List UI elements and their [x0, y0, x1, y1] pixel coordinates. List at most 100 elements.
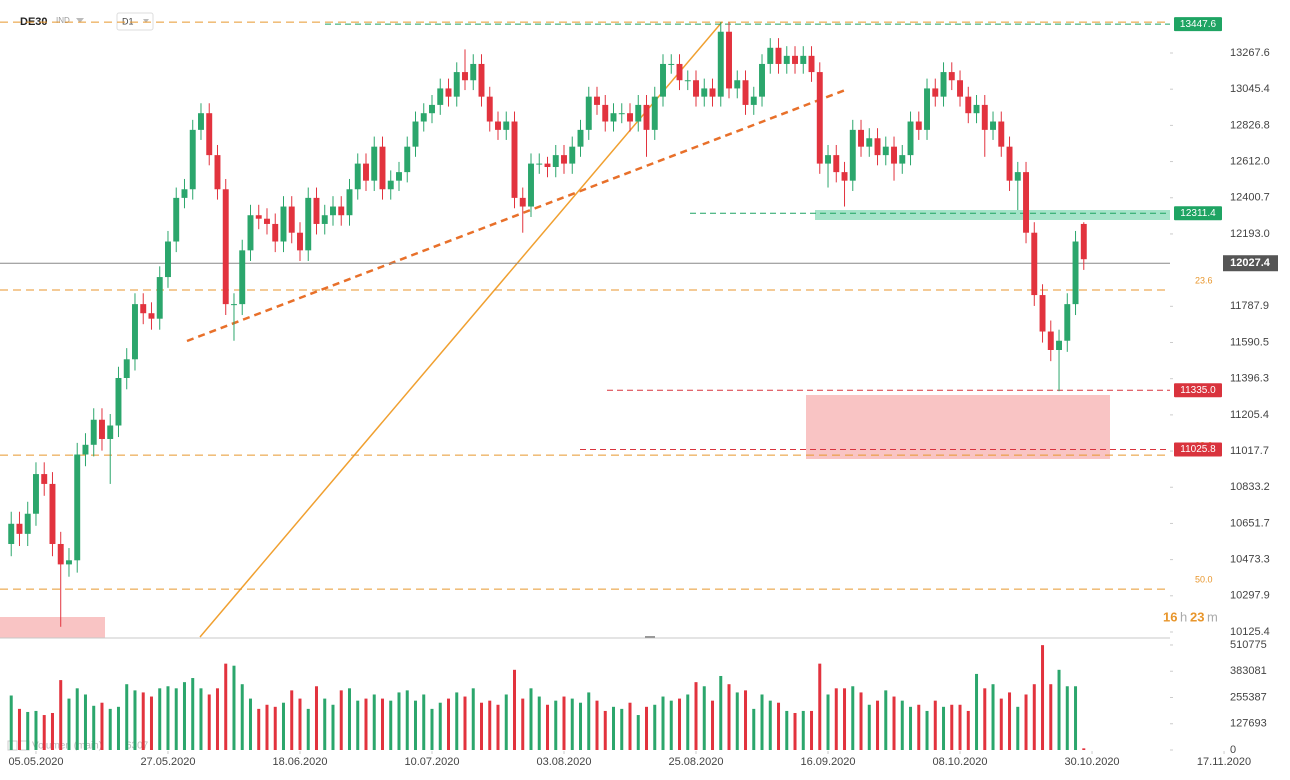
candle-body — [965, 96, 972, 114]
y-tick-label: 10297.9 — [1230, 590, 1270, 602]
level-label: 12311.4 — [1180, 208, 1216, 219]
candle-body — [742, 80, 749, 105]
candle-body — [272, 223, 279, 242]
candle-body — [585, 96, 592, 130]
volume-bar — [917, 704, 921, 750]
support-zone — [815, 210, 1170, 220]
timeframe-button[interactable] — [116, 12, 154, 31]
candle-body — [189, 129, 196, 190]
volume-bar — [702, 686, 706, 750]
last-price-label: 12027.4 — [1230, 257, 1271, 269]
volume-bar — [884, 690, 888, 750]
volume-bar — [215, 688, 219, 750]
volume-bar — [1049, 684, 1053, 750]
volume-bar — [257, 708, 261, 750]
candle-body — [841, 172, 848, 181]
candle-body — [561, 155, 567, 164]
volume-bar — [512, 669, 516, 750]
x-tick-label: 25.08.2020 — [668, 756, 723, 768]
candle-body — [49, 483, 56, 544]
candle-body — [709, 88, 716, 97]
candle-body — [338, 206, 345, 216]
y-tick-label: 13267.6 — [1230, 47, 1270, 59]
candle-body — [808, 55, 815, 73]
volume-bar — [364, 698, 368, 750]
volume-bar — [801, 710, 805, 750]
y-tick-label: 10651.7 — [1230, 517, 1270, 529]
volume-bar — [628, 702, 632, 750]
volume-bar — [785, 710, 789, 750]
candle-body — [132, 304, 138, 360]
candle-body — [1023, 172, 1029, 233]
volume-bar — [83, 694, 87, 750]
volume-bar — [744, 690, 748, 750]
volume-bar — [546, 704, 550, 750]
volume-bar — [471, 688, 475, 750]
candle-body — [660, 63, 666, 97]
volume-bar — [397, 692, 401, 750]
candle-body — [684, 80, 691, 82]
volume-bar — [818, 663, 822, 750]
volume-bar — [958, 704, 962, 750]
candle-body — [1072, 241, 1079, 305]
volume-bar — [438, 702, 442, 750]
candle-body — [503, 121, 510, 130]
volume-bar — [463, 696, 467, 750]
dropdown-icon[interactable] — [76, 18, 84, 23]
volume-bar — [991, 684, 995, 750]
x-tick-label: 05.05.2020 — [8, 756, 63, 768]
volume-bar — [620, 708, 624, 750]
demand-zone — [0, 617, 105, 638]
y-tick-label: 11017.7 — [1230, 445, 1269, 457]
x-tick-label: 27.05.2020 — [140, 756, 195, 768]
candle-body — [536, 163, 543, 165]
candle-body — [363, 163, 369, 181]
volume-bar — [182, 682, 186, 750]
volume-bar — [694, 682, 698, 750]
volume-bar — [405, 690, 409, 750]
countdown-unit: m — [1207, 609, 1218, 624]
volume-bar — [653, 704, 657, 750]
countdown-minutes: 23 — [1190, 609, 1204, 624]
fib-level-label: 23.6 — [1195, 275, 1213, 285]
candle-body — [1064, 304, 1071, 341]
candle-body — [1056, 340, 1063, 350]
volume-tick-label: 255387 — [1230, 691, 1267, 703]
volume-bar — [521, 698, 525, 750]
trendline — [186, 87, 849, 343]
candle-body — [255, 215, 262, 219]
candle-body — [734, 80, 741, 89]
candle-body — [173, 197, 180, 242]
candle-body — [602, 104, 609, 122]
volume-bar — [587, 692, 591, 750]
volume-bar — [158, 688, 162, 750]
fib-level-label: 50.0 — [1195, 575, 1213, 585]
level-label: 13447.6 — [1180, 19, 1217, 30]
header: DE30 IND D1 — [20, 12, 154, 31]
volume-bar — [290, 690, 294, 750]
candle-body — [915, 121, 922, 130]
candle-body — [511, 121, 518, 198]
volume-bar — [314, 686, 318, 750]
candle-body — [627, 113, 633, 122]
candle-body — [973, 104, 980, 114]
candle-body — [701, 88, 708, 97]
volume-bar — [133, 690, 137, 750]
volume-bar — [843, 688, 847, 750]
candle-body — [74, 454, 81, 561]
candle-body — [57, 543, 64, 565]
candle-body — [643, 104, 650, 130]
volume-bar — [1016, 706, 1020, 750]
dropdown-icon[interactable] — [143, 19, 149, 23]
volume-bar — [232, 665, 236, 750]
candle-body — [247, 215, 254, 251]
volume-tick-label: 127693 — [1230, 718, 1267, 730]
volume-bar — [504, 694, 508, 750]
volume-bar — [92, 705, 96, 750]
y-tick-label: 12193.0 — [1230, 228, 1270, 240]
countdown-unit: h — [1180, 609, 1187, 624]
volume-bar — [380, 698, 384, 750]
volume-bar — [678, 698, 682, 750]
candle-body — [783, 55, 790, 64]
